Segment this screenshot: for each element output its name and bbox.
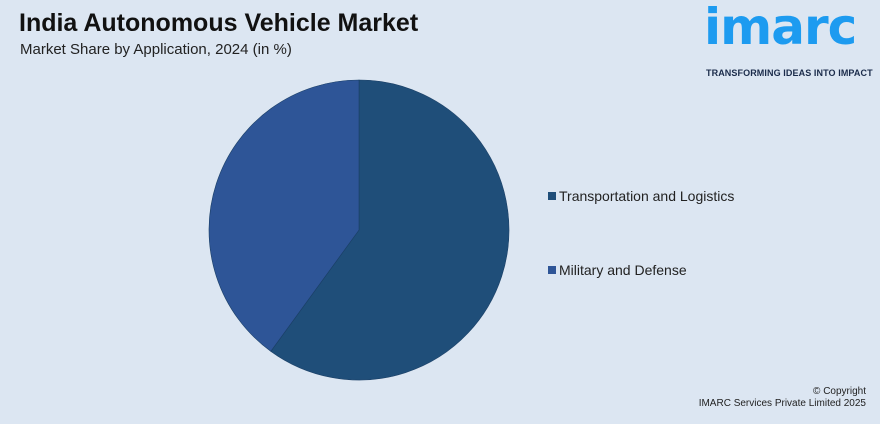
pie-slice-transportation-and-logistics — [270, 79, 510, 381]
legend-label-military: Military and Defense — [559, 262, 687, 278]
imarc-logo: imarc TRANSFORMING IDEAS INTO IMPACT — [704, 2, 874, 80]
copyright-line-2: IMARC Services Private Limited 2025 — [698, 398, 866, 409]
logo-tagline: TRANSFORMING IDEAS INTO IMPACT — [706, 68, 873, 78]
copyright: © Copyright IMARC Services Private Limit… — [699, 386, 866, 410]
pie-slice-military-and-defense — [208, 79, 360, 352]
logo-wordmark: imarc — [704, 0, 857, 56]
chart-subtitle: Market Share by Application, 2024 (in %) — [20, 41, 292, 58]
legend-swatch-transportation — [548, 192, 556, 200]
legend-swatch-military — [548, 266, 556, 274]
copyright-line-1: © Copyright — [813, 386, 866, 397]
legend-label-transportation: Transportation and Logistics — [559, 188, 735, 204]
chart-title: India Autonomous Vehicle Market — [19, 9, 419, 37]
legend-item-transportation: Transportation and Logistics — [548, 188, 734, 204]
legend-item-military: Military and Defense — [548, 262, 687, 278]
